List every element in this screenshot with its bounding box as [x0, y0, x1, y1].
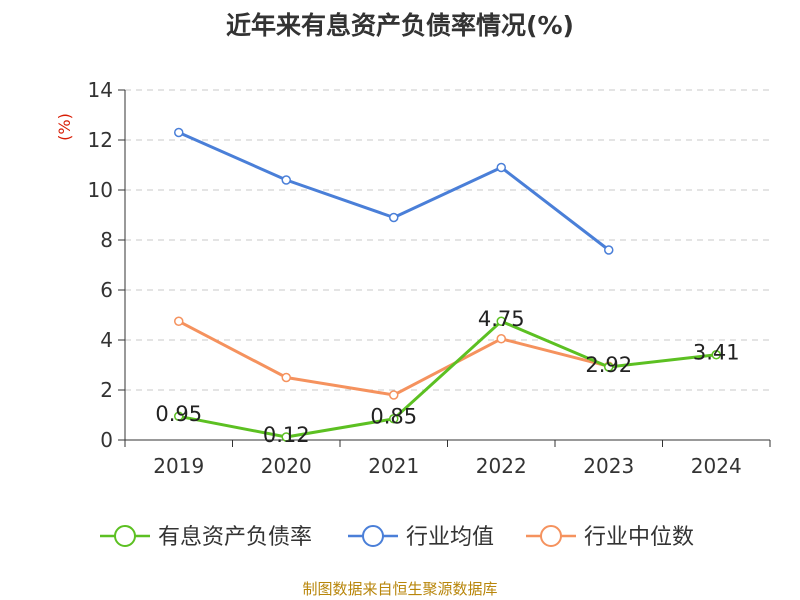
data-label: 4.75 [478, 307, 525, 331]
y-tick-label: 10 [88, 178, 113, 202]
legend-label: 行业中位数 [584, 525, 694, 550]
data-point-industry_median [496, 334, 506, 344]
y-tick-label: 0 [100, 428, 113, 452]
y-tick-label: 8 [100, 228, 113, 252]
x-tick-label: 2023 [583, 454, 634, 478]
data-labels: 0.95 0.12 0.85 4.75 2.92 3.41 [155, 307, 739, 447]
data-label: 0.12 [263, 423, 310, 447]
data-point-industry_median [174, 316, 184, 326]
legend-marker [540, 525, 562, 547]
legend-item-industry_median[interactable]: 行业中位数 [526, 525, 694, 550]
y-tick-label: 14 [88, 78, 113, 102]
data-point-industry_avg [174, 127, 184, 138]
data-label: 0.95 [155, 402, 202, 426]
data-point-debt_ratio [281, 432, 291, 442]
chart-title: 近年来有息资产负债率情况(%) [226, 11, 574, 40]
legend-item-debt_ratio[interactable]: 有息资产负债率 [100, 525, 312, 550]
data-label: 0.85 [370, 405, 417, 429]
series-line-industry_median [178, 319, 610, 397]
x-tick-label: 2022 [476, 454, 527, 478]
data-point-debt_ratio [604, 362, 614, 372]
data-point-debt_ratio [711, 350, 721, 360]
data-point-debt_ratio [174, 411, 184, 421]
y-tick-label: 12 [88, 128, 113, 152]
data-point-debt_ratio [389, 414, 399, 424]
y-tick-label: 4 [100, 328, 113, 352]
series-line-industry_avg [178, 131, 610, 252]
data-point-industry_avg [604, 245, 614, 255]
x-tick-label: 2024 [691, 454, 742, 478]
grid-lines [125, 89, 770, 391]
legend-label: 行业均值 [406, 525, 494, 550]
y-tick-label: 6 [100, 278, 113, 302]
legend[interactable]: 有息资产负债率 行业均值 行业中位数 [100, 525, 694, 550]
x-tick-label: 2021 [368, 454, 419, 478]
y-axis-unit-label: (%) [55, 113, 74, 141]
data-point-debt_ratio [496, 316, 506, 326]
data-point-industry_avg [281, 175, 291, 185]
axes: 0 2 4 6 8 10 12 14 2019 2020 2021 2022 2023 2024 [88, 78, 771, 478]
y-tick-label: 2 [100, 378, 113, 402]
data-label: 3.41 [693, 341, 740, 365]
data-point-industry_avg [496, 162, 506, 173]
legend-marker [362, 525, 384, 547]
legend-marker [114, 525, 136, 547]
data-point-industry_median [389, 390, 399, 400]
legend-label: 有息资产负债率 [158, 525, 312, 550]
series-line-debt_ratio [178, 319, 717, 439]
source-note: 制图数据来自恒生聚源数据库 [302, 580, 498, 598]
x-tick-label: 2020 [261, 454, 312, 478]
legend-item-industry_avg[interactable]: 行业均值 [348, 525, 494, 550]
x-tick-label: 2019 [153, 454, 204, 478]
data-point-industry_median [281, 372, 291, 383]
data-point-industry_avg [389, 212, 399, 223]
series-group [174, 127, 721, 442]
data-label: 2.92 [585, 353, 632, 377]
